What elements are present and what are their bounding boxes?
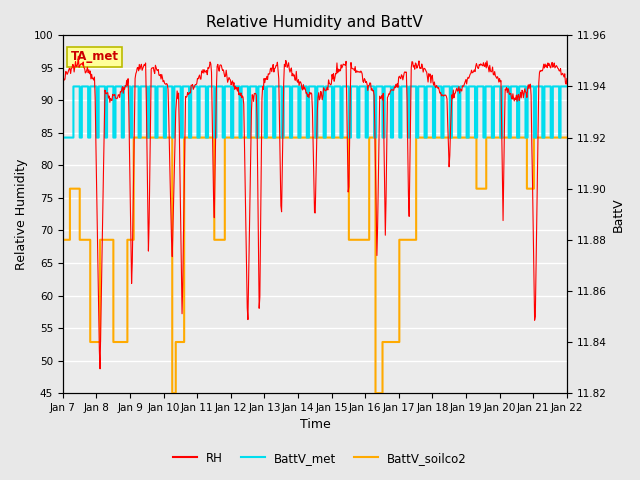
Title: Relative Humidity and BattV: Relative Humidity and BattV: [207, 15, 423, 30]
Legend: RH, BattV_met, BattV_soilco2: RH, BattV_met, BattV_soilco2: [168, 447, 472, 469]
X-axis label: Time: Time: [300, 419, 330, 432]
Y-axis label: Relative Humidity: Relative Humidity: [15, 158, 28, 270]
Y-axis label: BattV: BattV: [612, 197, 625, 231]
Text: TA_met: TA_met: [70, 50, 118, 63]
